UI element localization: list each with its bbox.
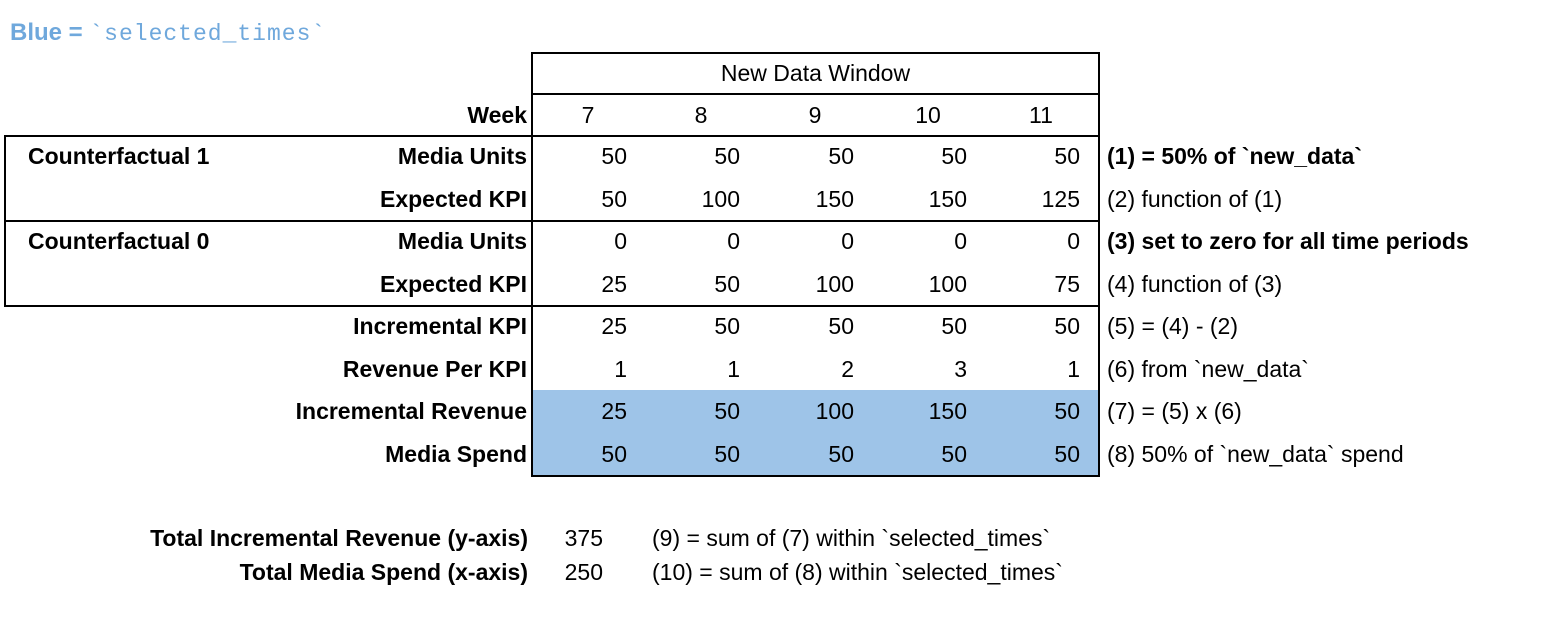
row-annotation-5: (5) = (4) - (2) (1107, 313, 1238, 339)
cell-value: 0 (841, 228, 854, 254)
cell-value: 0 (727, 228, 740, 254)
cell-value: 100 (815, 270, 854, 297)
selected-times-highlight (533, 390, 1098, 475)
legend-note: Blue = `selected_times` (10, 16, 326, 48)
cell-value: 50 (941, 440, 967, 467)
row-annotation-4: (4) function of (3) (1107, 270, 1283, 297)
cell-value: 50 (828, 440, 854, 467)
cell-value: 50 (714, 143, 740, 169)
cell-value: 50 (941, 143, 967, 169)
cell-value: 50 (601, 185, 627, 212)
week-label: Week (467, 102, 527, 128)
table-row-cf0-expected-kpi: Expected KPI 25 50 100 100 75 (4) functi… (0, 263, 1544, 306)
row-label: Expected KPI (380, 185, 527, 212)
cell-value: 1 (727, 355, 740, 382)
week-row-separator-line (4, 135, 1100, 137)
data-box-top-border (531, 52, 1100, 54)
cell-value: 50 (1054, 398, 1080, 424)
row-label: Revenue Per KPI (342, 355, 527, 382)
row-annotation-3: (3) set to zero for all time periods (1107, 228, 1469, 254)
cell-value: 50 (828, 143, 854, 169)
row-label: Incremental KPI (353, 313, 527, 339)
row-label: Media Units (397, 228, 527, 254)
week-number: 10 (915, 102, 941, 128)
cell-value: 50 (714, 398, 740, 424)
cell-value: 150 (928, 185, 967, 212)
total-value: 375 (564, 525, 603, 551)
cell-value: 25 (601, 270, 627, 297)
header-separator-line (531, 93, 1100, 95)
cell-value: 75 (1054, 270, 1080, 297)
table-row-cf0-media-units: Counterfactual 0 Media Units 0 0 0 0 0 (… (0, 220, 1544, 263)
row-label: Media Units (397, 143, 527, 169)
row-annotation-8: (8) 50% of `new_data` spend (1107, 440, 1404, 467)
cell-value: 50 (828, 313, 854, 339)
cell-value: 50 (601, 440, 627, 467)
table-row-incremental-kpi: Incremental KPI 25 50 50 50 50 (5) = (4)… (0, 305, 1544, 348)
table-row-cf1-expected-kpi: Expected KPI 50 100 150 150 125 (2) func… (0, 178, 1544, 221)
table-row-revenue-per-kpi: Revenue Per KPI 1 1 2 3 1 (6) from `new_… (0, 348, 1544, 391)
row-label: Media Spend (385, 440, 527, 467)
week-header-row: Week 7 8 9 10 11 (0, 95, 1544, 135)
table-row-incremental-revenue: Incremental Revenue 25 50 100 150 50 (7)… (0, 390, 1544, 433)
row-annotation-2: (2) function of (1) (1107, 185, 1283, 212)
group-label-counterfactual-1: Counterfactual 1 (28, 143, 210, 169)
row-label: Expected KPI (380, 270, 527, 297)
cell-value: 0 (954, 228, 967, 254)
cell-value: 3 (954, 355, 967, 382)
cell-value: 150 (928, 398, 967, 424)
cell-value: 100 (701, 185, 740, 212)
total-value: 250 (564, 559, 603, 585)
cell-value: 1 (614, 355, 627, 382)
cell-value: 50 (1054, 440, 1080, 467)
data-box-right-border (1098, 52, 1100, 477)
cell-value: 150 (815, 185, 854, 212)
total-annotation-9: (9) = sum of (7) within `selected_times` (652, 525, 1051, 551)
week-number: 7 (581, 102, 595, 128)
cell-value: 2 (841, 355, 854, 382)
cell-value: 50 (1054, 143, 1080, 169)
cell-value: 1 (1067, 355, 1080, 382)
cell-value: 50 (714, 313, 740, 339)
cell-value: 25 (601, 398, 627, 424)
legend-selected-times-code: `selected_times` (89, 21, 327, 47)
group-label-counterfactual-0: Counterfactual 0 (28, 228, 210, 254)
total-label: Total Media Spend (x-axis) (239, 559, 528, 585)
total-label: Total Incremental Revenue (y-axis) (150, 525, 528, 551)
total-media-spend-row: Total Media Spend (x-axis) 250 (10) = su… (0, 555, 1544, 589)
week-number: 11 (1029, 102, 1053, 128)
cell-value: 25 (601, 313, 627, 339)
row-annotation-7: (7) = (5) x (6) (1107, 398, 1242, 424)
week-number: 8 (694, 102, 708, 128)
table-row-media-spend: Media Spend 50 50 50 50 50 (8) 50% of `n… (0, 433, 1544, 476)
row-annotation-1: (1) = 50% of `new_data` (1107, 143, 1362, 169)
data-box-bottom-border (531, 475, 1100, 477)
row-label: Incremental Revenue (295, 398, 527, 424)
cell-value: 50 (941, 313, 967, 339)
cell-value: 125 (1041, 185, 1080, 212)
label-box-left-border (4, 135, 6, 307)
counterfactual-0-bottom-line (4, 305, 1100, 307)
data-box-left-border (531, 52, 533, 477)
legend-blue-label: Blue = (10, 19, 90, 46)
cell-value: 50 (714, 270, 740, 297)
table-row-cf1-media-units: Counterfactual 1 Media Units 50 50 50 50… (0, 135, 1544, 178)
cell-value: 0 (1067, 228, 1080, 254)
cell-value: 50 (1054, 313, 1080, 339)
total-annotation-10: (10) = sum of (8) within `selected_times… (652, 559, 1063, 585)
row-annotation-6: (6) from `new_data` (1107, 355, 1309, 382)
cell-value: 0 (614, 228, 627, 254)
total-incremental-revenue-row: Total Incremental Revenue (y-axis) 375 (… (0, 521, 1544, 555)
week-number: 9 (808, 102, 822, 128)
cell-value: 100 (928, 270, 967, 297)
new-data-window-header: New Data Window (720, 60, 911, 86)
counterfactual-1-bottom-line (4, 220, 1100, 222)
cell-value: 50 (714, 440, 740, 467)
cell-value: 50 (601, 143, 627, 169)
cell-value: 100 (815, 398, 854, 424)
